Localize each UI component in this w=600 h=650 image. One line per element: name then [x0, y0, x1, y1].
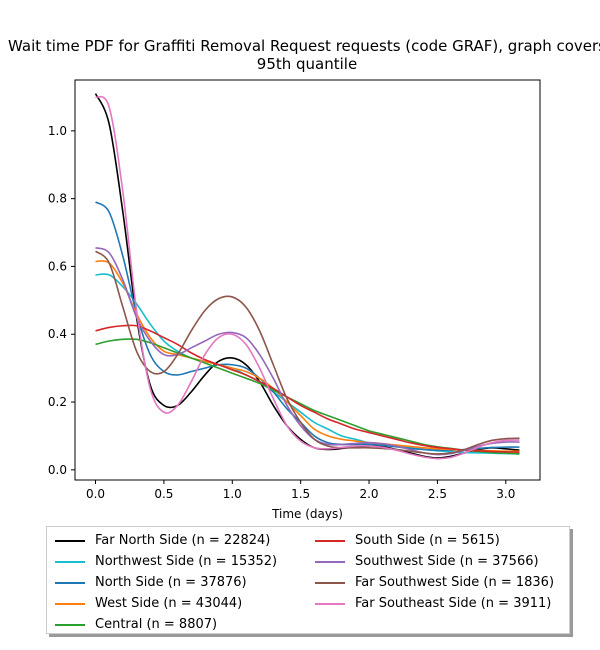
- series-layer: [94, 93, 520, 460]
- legend-item: South Side (n = 5615): [311, 530, 554, 551]
- legend-item: Far North Side (n = 22824): [51, 530, 277, 551]
- series-line-9: [95, 95, 520, 460]
- y-tick-label: 0.8: [48, 192, 67, 206]
- legend-swatch: [315, 560, 345, 563]
- x-tick-label: 0.5: [154, 487, 173, 501]
- legend-swatch: [315, 539, 345, 542]
- series-line-6: [95, 324, 520, 453]
- legend-label: Central (n = 8807): [95, 617, 218, 632]
- x-axis-label: Time (days): [271, 507, 343, 521]
- y-tick-label: 0.4: [48, 327, 67, 341]
- plot-frame: [74, 79, 541, 481]
- legend-swatch: [55, 602, 85, 605]
- series-line-8: [94, 250, 520, 455]
- legend-swatch: [315, 602, 345, 605]
- legend-label: Far Southwest Side (n = 1836): [355, 575, 555, 590]
- y-tick-label: 1.0: [48, 124, 67, 138]
- chart-title: Wait time PDF for Graffiti Removal Reque…: [8, 37, 600, 73]
- legend-swatch: [55, 539, 85, 542]
- series-line-3: [95, 201, 520, 452]
- series-line-4: [95, 260, 520, 453]
- x-tick-label: 0.0: [86, 487, 105, 501]
- legend-item: North Side (n = 37876): [51, 572, 277, 593]
- x-axis: 0.0 0.5 1.0 1.5 2.0 2.5 3.0: [86, 480, 515, 501]
- legend-label: South Side (n = 5615): [355, 533, 500, 548]
- legend-column-2: South Side (n = 5615) Southwest Side (n =…: [311, 530, 554, 614]
- series-line-5: [95, 338, 520, 455]
- legend-label: West Side (n = 43044): [95, 596, 243, 611]
- x-tick-label: 3.0: [496, 487, 515, 501]
- legend-column-1: Far North Side (n = 22824) Northwest Side…: [51, 530, 277, 635]
- legend-item: Southwest Side (n = 37566): [311, 551, 554, 572]
- legend-label: North Side (n = 37876): [95, 575, 247, 590]
- legend-label: Far North Side (n = 22824): [95, 533, 271, 548]
- y-axis: 0.0 0.2 0.4 0.6 0.8 1.0: [48, 124, 75, 477]
- y-tick-label: 0.2: [48, 395, 67, 409]
- legend-item: West Side (n = 43044): [51, 593, 277, 614]
- series-line-1: [94, 93, 520, 459]
- legend-item: Far Southwest Side (n = 1836): [311, 572, 554, 593]
- legend-item: Far Southeast Side (n = 3911): [311, 593, 554, 614]
- legend-item: Central (n = 8807): [51, 614, 277, 635]
- legend-swatch: [55, 560, 85, 563]
- legend-swatch: [315, 581, 345, 584]
- x-tick-label: 1.0: [223, 487, 242, 501]
- x-tick-label: 2.0: [359, 487, 378, 501]
- legend-label: Northwest Side (n = 15352): [95, 554, 278, 569]
- legend-swatch: [55, 581, 85, 584]
- legend-swatch: [55, 623, 85, 626]
- y-tick-label: 0.6: [48, 259, 67, 273]
- legend: Far North Side (n = 22824) Northwest Side…: [46, 526, 570, 634]
- legend-label: Far Southeast Side (n = 3911): [355, 596, 552, 611]
- x-tick-label: 2.5: [428, 487, 447, 501]
- x-tick-label: 1.5: [291, 487, 310, 501]
- legend-label: Southwest Side (n = 37566): [355, 554, 539, 569]
- series-line-2: [95, 273, 520, 455]
- legend-item: Northwest Side (n = 15352): [51, 551, 277, 572]
- y-tick-label: 0.0: [48, 463, 67, 477]
